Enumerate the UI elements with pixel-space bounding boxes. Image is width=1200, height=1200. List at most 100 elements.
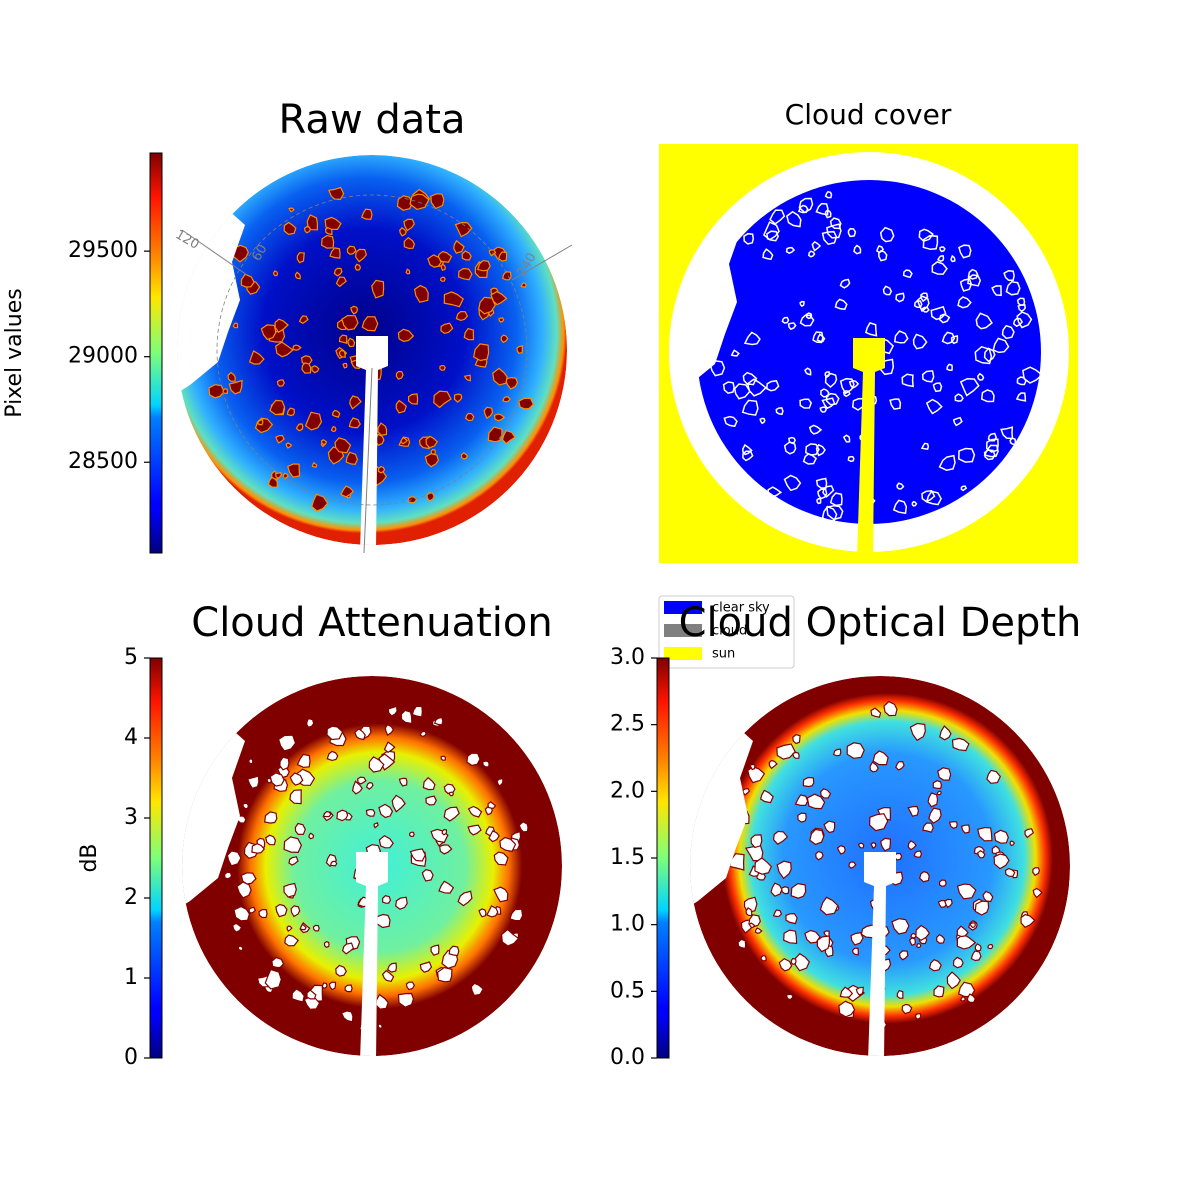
cloud bbox=[811, 240, 822, 252]
cloud bbox=[283, 882, 297, 898]
cloud bbox=[321, 982, 328, 989]
cloud bbox=[296, 252, 305, 264]
cloud bbox=[360, 208, 373, 221]
cloud bbox=[907, 840, 917, 851]
cloud bbox=[820, 788, 832, 799]
cloud bbox=[730, 349, 740, 357]
colorbar-tick-label: 2.5 bbox=[610, 712, 645, 737]
cloud bbox=[832, 748, 842, 757]
cloud bbox=[925, 490, 942, 506]
colorbar-tick-label: 29500 bbox=[68, 238, 138, 263]
cloud bbox=[868, 812, 889, 832]
cloud bbox=[500, 334, 509, 344]
cloud bbox=[993, 853, 1010, 870]
sky-content bbox=[177, 155, 567, 545]
cloud bbox=[246, 775, 260, 790]
cloud bbox=[983, 347, 996, 363]
cloud bbox=[910, 932, 918, 939]
cloud bbox=[799, 314, 815, 327]
cloud bbox=[895, 292, 905, 303]
cloud bbox=[815, 477, 828, 489]
cloud bbox=[927, 792, 939, 808]
cloud bbox=[882, 285, 893, 296]
cloud bbox=[377, 465, 386, 474]
cloud bbox=[222, 388, 229, 395]
cloud bbox=[269, 772, 285, 787]
cloud bbox=[848, 861, 857, 869]
cloud bbox=[743, 331, 761, 346]
cloud bbox=[338, 334, 348, 344]
cloud bbox=[956, 933, 977, 950]
cloud bbox=[745, 907, 753, 917]
cloud bbox=[815, 850, 824, 861]
cloud bbox=[839, 377, 855, 395]
cloud bbox=[368, 756, 385, 773]
colorbar-tick-label: 3.0 bbox=[610, 645, 645, 670]
cloud bbox=[413, 284, 429, 303]
cloud bbox=[826, 504, 844, 521]
cloud bbox=[799, 300, 805, 308]
cloud bbox=[918, 228, 934, 243]
cloud bbox=[976, 372, 985, 381]
cloud bbox=[226, 850, 242, 867]
cloud bbox=[925, 398, 943, 415]
cloud bbox=[883, 700, 898, 717]
cloud bbox=[240, 273, 255, 288]
cloud bbox=[911, 500, 918, 507]
cloud bbox=[289, 789, 302, 805]
cloud bbox=[913, 850, 923, 858]
cloud bbox=[722, 381, 735, 395]
cloud bbox=[326, 750, 339, 762]
cloud bbox=[1020, 913, 1036, 929]
cloud bbox=[974, 900, 990, 916]
cloud bbox=[959, 278, 973, 292]
cloud bbox=[269, 399, 286, 416]
colorbar bbox=[656, 657, 670, 1059]
cloud bbox=[304, 411, 323, 431]
cloud bbox=[762, 248, 774, 261]
sky-content bbox=[690, 676, 1070, 1056]
cloud bbox=[282, 472, 289, 480]
cloud bbox=[467, 805, 483, 818]
cloud bbox=[939, 725, 952, 741]
cloud bbox=[430, 193, 445, 210]
cloud bbox=[311, 493, 329, 512]
cloud bbox=[737, 938, 747, 949]
cloud bbox=[992, 337, 1010, 354]
cloud bbox=[299, 923, 307, 931]
cloud bbox=[251, 843, 265, 854]
cloud bbox=[427, 254, 442, 268]
cloud bbox=[838, 1000, 856, 1018]
cloud bbox=[448, 945, 460, 957]
cloud bbox=[921, 490, 936, 503]
cloud bbox=[901, 1003, 913, 1015]
cloud bbox=[351, 780, 363, 795]
legend-label: clear sky bbox=[712, 601, 770, 616]
cloud bbox=[1001, 324, 1015, 340]
cloud bbox=[329, 247, 341, 259]
cloud bbox=[980, 389, 995, 403]
colorbar bbox=[149, 152, 163, 554]
cloud bbox=[1003, 270, 1015, 282]
cloud bbox=[1000, 426, 1014, 440]
cloud bbox=[296, 753, 311, 768]
cloud bbox=[823, 820, 836, 834]
cloud bbox=[260, 324, 277, 341]
cloud bbox=[441, 828, 448, 836]
cloud bbox=[952, 956, 964, 969]
sky-image bbox=[177, 155, 567, 545]
cloud bbox=[443, 783, 456, 795]
cloud bbox=[391, 794, 406, 813]
cloud bbox=[322, 810, 332, 818]
cloud bbox=[783, 441, 797, 455]
cloud bbox=[909, 722, 926, 742]
cloud bbox=[399, 226, 408, 237]
cloud bbox=[373, 822, 379, 829]
cloud bbox=[872, 750, 889, 766]
colorbar-tick-label: 2 bbox=[124, 885, 138, 910]
cloud bbox=[425, 435, 439, 449]
cloud bbox=[824, 372, 838, 389]
cloud bbox=[361, 316, 379, 332]
cloud bbox=[1024, 828, 1035, 839]
cloud bbox=[806, 793, 826, 810]
